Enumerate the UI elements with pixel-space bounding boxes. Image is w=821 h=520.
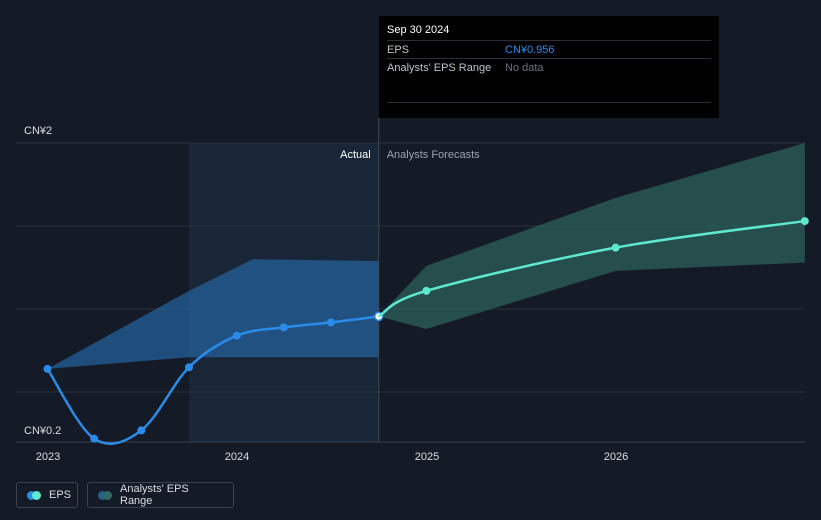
tooltip: Sep 30 2024 EPS CN¥0.956 Analysts' EPS R…: [379, 16, 719, 118]
eps-point: [137, 426, 146, 435]
eps-point: [279, 323, 288, 332]
actual-eps-range-band: [47, 259, 379, 369]
eps-forecast-point: [800, 217, 809, 226]
legend-range[interactable]: Analysts' EPS Range: [87, 482, 234, 508]
tooltip-range-label: Analysts' EPS Range: [387, 61, 492, 74]
tooltip-eps-label: EPS: [387, 43, 410, 56]
x-tick-label: 2026: [604, 451, 628, 463]
range-swatch-icon: [98, 490, 112, 500]
eps-forecast-line: [378, 219, 805, 318]
forecast-label: Analysts Forecasts: [387, 149, 480, 161]
forecast-eps-range-band: [378, 143, 805, 330]
eps-point: [184, 363, 193, 372]
x-tick-label: 2025: [415, 451, 439, 463]
tooltip-eps-value: CN¥0.956: [505, 43, 555, 56]
eps-point: [327, 318, 336, 327]
eps-forecast-point: [422, 286, 431, 295]
eps-point: [90, 434, 99, 443]
eps-point: [43, 364, 52, 373]
eps-point: [232, 331, 241, 340]
tooltip-range-row: Analysts' EPS Range No data: [387, 58, 711, 76]
x-tick-label: 2023: [36, 451, 60, 463]
x-tick-label: 2024: [225, 451, 249, 463]
tooltip-divider: [387, 102, 711, 103]
tooltip-eps-row: EPS CN¥0.956: [387, 40, 711, 58]
actual-label: Actual: [340, 149, 371, 161]
legend-range-label: Analysts' EPS Range: [120, 483, 189, 507]
tooltip-range-value: No data: [505, 61, 544, 74]
legend-eps[interactable]: EPS: [16, 482, 78, 508]
tooltip-date: Sep 30 2024: [387, 24, 450, 36]
eps-forecast-point: [611, 243, 620, 252]
y-label-bottom: CN¥0.2: [24, 425, 61, 437]
legend-eps-label: EPS: [49, 489, 72, 501]
y-label-top: CN¥2: [24, 125, 52, 137]
eps-swatch-icon: [27, 490, 41, 500]
